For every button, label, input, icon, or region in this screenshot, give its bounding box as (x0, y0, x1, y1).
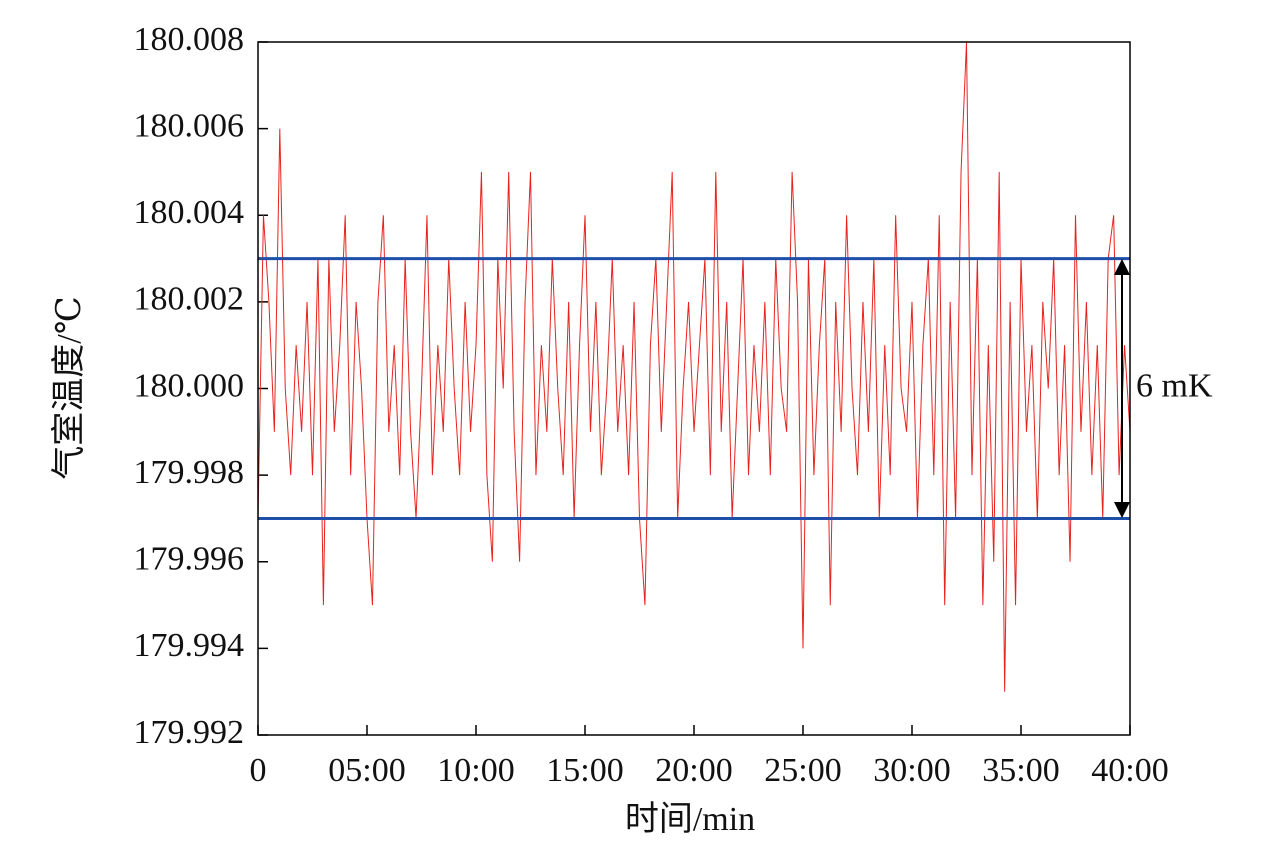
x-tick-label: 35:00 (982, 752, 1059, 789)
annotation: 6 mK (1136, 367, 1213, 404)
x-tick-label: 05:00 (328, 752, 405, 789)
y-tick-label: 179.996 (134, 541, 245, 578)
data-line (257, 41, 1131, 692)
y-tick-label: 179.994 (134, 627, 245, 664)
x-tick-label: 20:00 (655, 752, 732, 789)
y-tick-label: 180.004 (134, 194, 245, 231)
x-tick-label: 25:00 (764, 752, 841, 789)
y-tick-label: 179.998 (134, 454, 245, 491)
x-tick-label: 10:00 (437, 752, 514, 789)
x-tick-label: 0 (250, 752, 267, 789)
x-tick-label: 30:00 (873, 752, 950, 789)
y-axis-label: 气室温度/℃ (50, 296, 88, 479)
x-tick-label: 15:00 (546, 752, 623, 789)
y-tick-label: 180.006 (134, 107, 245, 144)
y-tick-label: 179.992 (134, 714, 245, 751)
y-tick-label: 180.002 (134, 281, 245, 318)
x-axis-label: 时间/min (625, 801, 755, 838)
x-tick-label: 40:00 (1091, 752, 1168, 789)
y-tick-label: 180.000 (134, 367, 245, 404)
y-tick-label: 180.008 (134, 21, 245, 58)
plot-frame (257, 41, 1131, 736)
